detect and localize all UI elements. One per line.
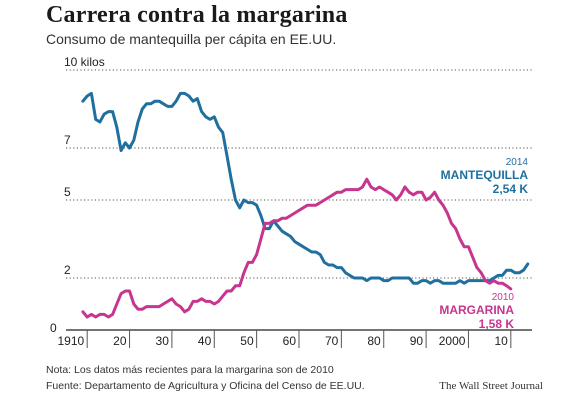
y-tick-label: 10 kilos [64,55,105,69]
x-tick-label: 80 [367,334,381,348]
y-tick-label: 5 [64,185,71,199]
chart-title: Carrera contra la margarina [46,2,348,28]
source-note: Fuente: Departamento de Agricultura y Of… [46,380,365,392]
x-tick-label: 70 [325,334,339,348]
x-tick-label: 2000 [439,334,466,348]
margarine-end-label: MARGARINA [439,303,514,317]
x-tick-label: 90 [410,334,424,348]
footnote: Nota: Los datos más recientes para la ma… [46,364,334,376]
x-tick-label: 50 [240,334,254,348]
butter-end-label: 2014 [506,157,529,168]
butter-line [81,91,530,285]
margarine-end-label: 1,58 K [479,317,515,331]
x-tick-label: 10 [494,334,508,348]
x-tick-label: 60 [283,334,297,348]
x-tick-label: 40 [198,334,212,348]
chart-subtitle: Consumo de mantequilla per cápita en EE.… [46,31,337,47]
x-tick-label: 1910 [57,334,84,348]
y-tick-label: 2 [64,263,71,277]
butter-end-label: 2,54 K [493,182,529,196]
x-tick-label: 20 [113,334,127,348]
butter-end-label: MANTEQUILLA [441,168,529,182]
margarine-line [81,177,513,319]
publisher-credit: The Wall Street Journal [439,380,543,392]
margarine-end-label: 2010 [492,292,515,303]
y-tick-label: 0 [50,321,57,335]
x-tick-label: 30 [156,334,170,348]
y-tick-label: 7 [64,133,71,147]
